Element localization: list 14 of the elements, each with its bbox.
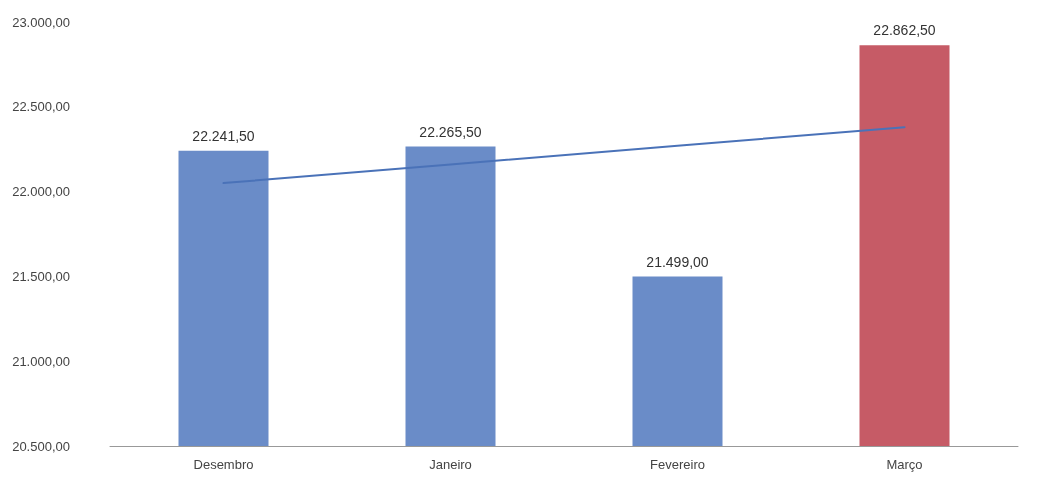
y-tick-label: 21.000,00 bbox=[12, 353, 70, 369]
data-label: 21.499,00 bbox=[646, 253, 709, 270]
data-label: 22.862,50 bbox=[873, 22, 936, 39]
x-tick-label: Março bbox=[886, 457, 923, 472]
data-label: 22.265,50 bbox=[419, 123, 482, 140]
x-tick-label: Fevereiro bbox=[650, 457, 705, 472]
y-tick-label: 22.000,00 bbox=[12, 184, 70, 200]
y-tick-label: 22.500,00 bbox=[12, 99, 70, 115]
x-tick-label: Desembro bbox=[193, 457, 254, 472]
y-tick-label: 21.500,00 bbox=[12, 268, 70, 284]
y-tick-label: 20.500,00 bbox=[12, 438, 70, 454]
y-tick-label: 23.000,00 bbox=[12, 14, 70, 30]
x-tick-label: Janeiro bbox=[429, 457, 472, 472]
data-label: 22.241,50 bbox=[192, 127, 255, 144]
